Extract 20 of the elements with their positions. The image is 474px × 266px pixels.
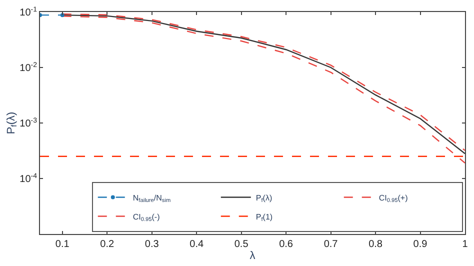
x-tick-label: 1: [462, 239, 468, 250]
x-tick-label: 0.9: [413, 239, 428, 250]
x-tick-label: 0.5: [234, 239, 249, 250]
x-tick-label: 0.2: [100, 239, 114, 250]
x-tick-label: 0.6: [279, 239, 294, 250]
legend-label: P$_{f}$(λ): [256, 193, 272, 204]
legend-label: P$_{f}$(1): [256, 212, 273, 224]
y-tick-label: 10$^{-4}$: [20, 172, 38, 185]
y-tick-label: 10$^{-1}$: [20, 6, 38, 18]
y-tick-label: 10$^{-2}$: [20, 62, 38, 74]
legend-label: CI$_{0.95}$(+): [378, 193, 408, 204]
x-tick-label: 0.4: [190, 239, 204, 250]
x-tick-label: 0.7: [324, 239, 338, 250]
x-axis-title: λ: [250, 250, 256, 262]
x-tick-label: 0.1: [55, 239, 70, 250]
x-tick-label: 0.8: [368, 239, 383, 250]
y-tick-label: 10$^{-3}$: [20, 117, 38, 130]
legend-label: N$_{failure}$/N$_{sim}$: [132, 193, 171, 204]
x-tick-label: 0.3: [144, 239, 160, 250]
legend-label: CI$_{0.95}$(-): [132, 212, 160, 224]
